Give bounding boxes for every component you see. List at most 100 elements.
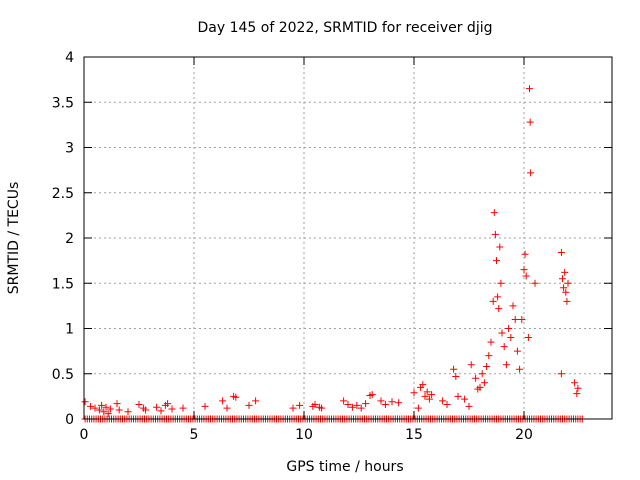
data-point — [135, 401, 143, 409]
data-point — [223, 404, 231, 412]
data-point — [124, 408, 132, 416]
data-point — [561, 268, 569, 276]
data-point — [113, 400, 121, 408]
data-point — [289, 404, 297, 412]
data-point — [318, 404, 326, 412]
y-tick-label: 1.5 — [52, 276, 74, 292]
data-point — [573, 390, 581, 398]
data-point — [344, 401, 352, 409]
y-tick-label: 4 — [65, 50, 74, 66]
y-tick-label: 3.5 — [52, 95, 74, 111]
data-point — [562, 288, 570, 296]
data-point — [104, 410, 112, 418]
data-point — [571, 379, 579, 387]
data-point — [95, 406, 103, 414]
data-point — [563, 297, 571, 305]
data-point — [377, 397, 385, 405]
data-point — [526, 85, 533, 93]
data-point — [219, 397, 227, 405]
data-point — [425, 395, 433, 403]
data-point — [526, 118, 534, 126]
data-point — [560, 284, 568, 292]
data-point — [91, 404, 99, 412]
data-point — [388, 398, 396, 406]
data-point — [348, 403, 356, 411]
data-point — [311, 401, 319, 409]
data-point — [516, 365, 524, 373]
data-point — [439, 397, 447, 405]
data-point — [419, 381, 427, 389]
data-point — [564, 279, 572, 287]
data-point — [520, 266, 528, 274]
data-point — [489, 297, 497, 305]
data-point — [522, 272, 530, 280]
data-point — [461, 395, 469, 403]
data-point — [557, 370, 565, 378]
data-point — [513, 347, 521, 355]
data-point — [423, 388, 431, 396]
data-points — [81, 85, 586, 423]
data-point — [296, 401, 304, 409]
axes: 0 5 10 15 20 0 0.5 1 1.5 2 2.5 3 3.5 4 — [52, 50, 612, 443]
data-point — [521, 250, 529, 258]
data-point — [157, 407, 165, 415]
data-point — [472, 374, 480, 382]
data-point — [509, 302, 517, 310]
data-point — [465, 402, 473, 410]
data-point — [452, 372, 460, 380]
data-point — [232, 393, 240, 401]
data-point — [98, 401, 106, 409]
y-tick-label: 2 — [65, 231, 74, 247]
x-tick-label: 10 — [295, 427, 313, 443]
data-point — [490, 209, 498, 217]
chart-title: Day 145 of 2022, SRMTID for receiver dji… — [198, 20, 493, 36]
y-tick-label: 0 — [65, 412, 74, 428]
data-point — [87, 402, 95, 410]
data-point — [201, 402, 209, 410]
data-point — [531, 279, 539, 287]
data-point — [498, 329, 506, 337]
x-tick-label: 15 — [405, 427, 423, 443]
data-point — [500, 343, 508, 351]
data-point — [450, 365, 458, 373]
data-point — [368, 391, 376, 399]
data-point — [495, 305, 503, 313]
data-point — [497, 279, 505, 287]
data-point — [487, 338, 495, 346]
data-point — [491, 230, 499, 238]
data-point — [507, 334, 515, 342]
data-point — [428, 391, 436, 399]
data-point — [179, 404, 187, 412]
data-point — [362, 400, 370, 408]
data-point — [115, 406, 123, 414]
data-point — [164, 400, 172, 408]
x-tick-label: 5 — [190, 427, 199, 443]
data-point — [511, 315, 519, 323]
data-point — [142, 406, 150, 414]
data-point — [395, 399, 403, 407]
data-point — [381, 401, 389, 409]
data-point — [502, 361, 510, 369]
data-point — [443, 401, 451, 409]
data-point — [102, 403, 110, 411]
data-point — [476, 383, 484, 391]
data-point — [100, 408, 108, 416]
data-point — [493, 257, 500, 265]
data-point — [478, 370, 486, 378]
data-point — [467, 361, 475, 369]
data-point — [524, 334, 532, 342]
x-tick-label: 0 — [80, 427, 89, 443]
data-point — [410, 389, 418, 397]
x-axis-label: GPS time / hours — [286, 459, 403, 475]
data-point — [559, 275, 566, 283]
data-point — [485, 352, 493, 360]
data-point — [357, 404, 365, 412]
data-point — [527, 169, 535, 177]
y-tick-label: 0.5 — [52, 367, 74, 383]
grid-lines — [84, 57, 612, 419]
x-tick-label: 20 — [515, 427, 533, 443]
data-point — [81, 398, 89, 406]
data-point — [153, 403, 161, 411]
plot-frame — [83, 56, 613, 420]
